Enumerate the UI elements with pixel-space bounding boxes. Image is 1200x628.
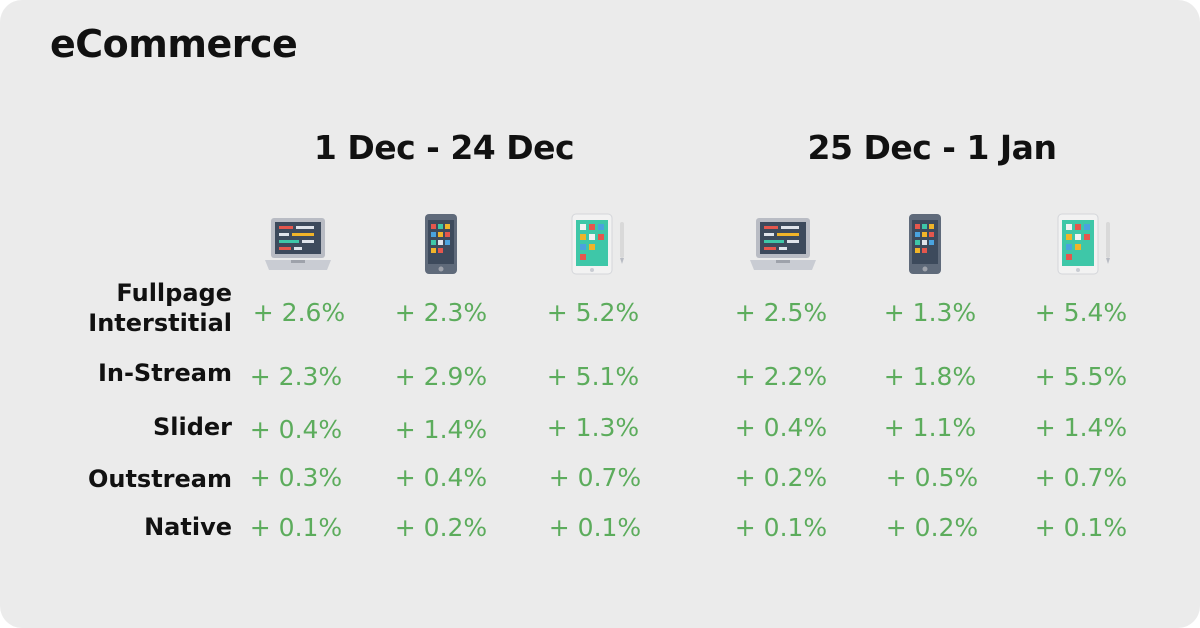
- value-cell: + 0.2%: [885, 513, 979, 542]
- value-cell: + 0.4%: [734, 413, 828, 442]
- value-cell: + 0.1%: [734, 513, 828, 542]
- value-cell: + 5.5%: [1034, 362, 1128, 391]
- value-cell: + 2.2%: [734, 362, 828, 391]
- value-cell: + 2.6%: [252, 298, 346, 327]
- value-cell: + 1.3%: [546, 413, 640, 442]
- laptop-icon: [265, 218, 331, 270]
- value-cell: + 5.4%: [1034, 298, 1128, 327]
- value-cell: + 2.5%: [734, 298, 828, 327]
- value-cell: + 1.4%: [394, 415, 488, 444]
- value-cell: + 5.2%: [546, 298, 640, 327]
- value-cell: + 0.2%: [734, 463, 828, 492]
- row-label-fullpage-interstitial: Fullpage Interstitial: [88, 279, 232, 337]
- period-header-1: 1 Dec - 24 Dec: [313, 128, 575, 167]
- page-title: eCommerce: [50, 22, 298, 66]
- value-cell: + 0.5%: [885, 463, 979, 492]
- value-cell: + 5.1%: [546, 362, 640, 391]
- tablet-icon: [1057, 213, 1110, 275]
- row-label-in-stream: In-Stream: [97, 359, 232, 387]
- value-cell: + 0.7%: [548, 463, 642, 492]
- value-cell: + 0.4%: [394, 463, 488, 492]
- value-cell: + 1.8%: [883, 362, 977, 391]
- value-cell: + 1.4%: [1034, 413, 1128, 442]
- value-cell: + 1.3%: [883, 298, 977, 327]
- row-label-native: Native: [144, 513, 232, 541]
- value-cell: + 0.1%: [1034, 513, 1128, 542]
- value-cell: + 0.4%: [249, 415, 343, 444]
- value-cell: + 2.3%: [249, 362, 343, 391]
- value-cell: + 0.1%: [548, 513, 642, 542]
- row-label-outstream: Outstream: [87, 465, 232, 493]
- smartphone-icon: [909, 214, 941, 274]
- value-cell: + 0.1%: [249, 513, 343, 542]
- value-cell: + 2.9%: [394, 362, 488, 391]
- smartphone-icon: [425, 214, 457, 274]
- period-header-2: 25 Dec - 1 Jan: [807, 128, 1057, 167]
- value-cell: + 1.1%: [883, 413, 977, 442]
- row-label-slider: Slider: [152, 413, 232, 441]
- value-cell: + 2.3%: [394, 298, 488, 327]
- value-cell: + 0.2%: [394, 513, 488, 542]
- value-cell: + 0.7%: [1034, 463, 1128, 492]
- tablet-icon: [571, 213, 624, 275]
- value-cell: + 0.3%: [249, 463, 343, 492]
- laptop-icon: [750, 218, 816, 270]
